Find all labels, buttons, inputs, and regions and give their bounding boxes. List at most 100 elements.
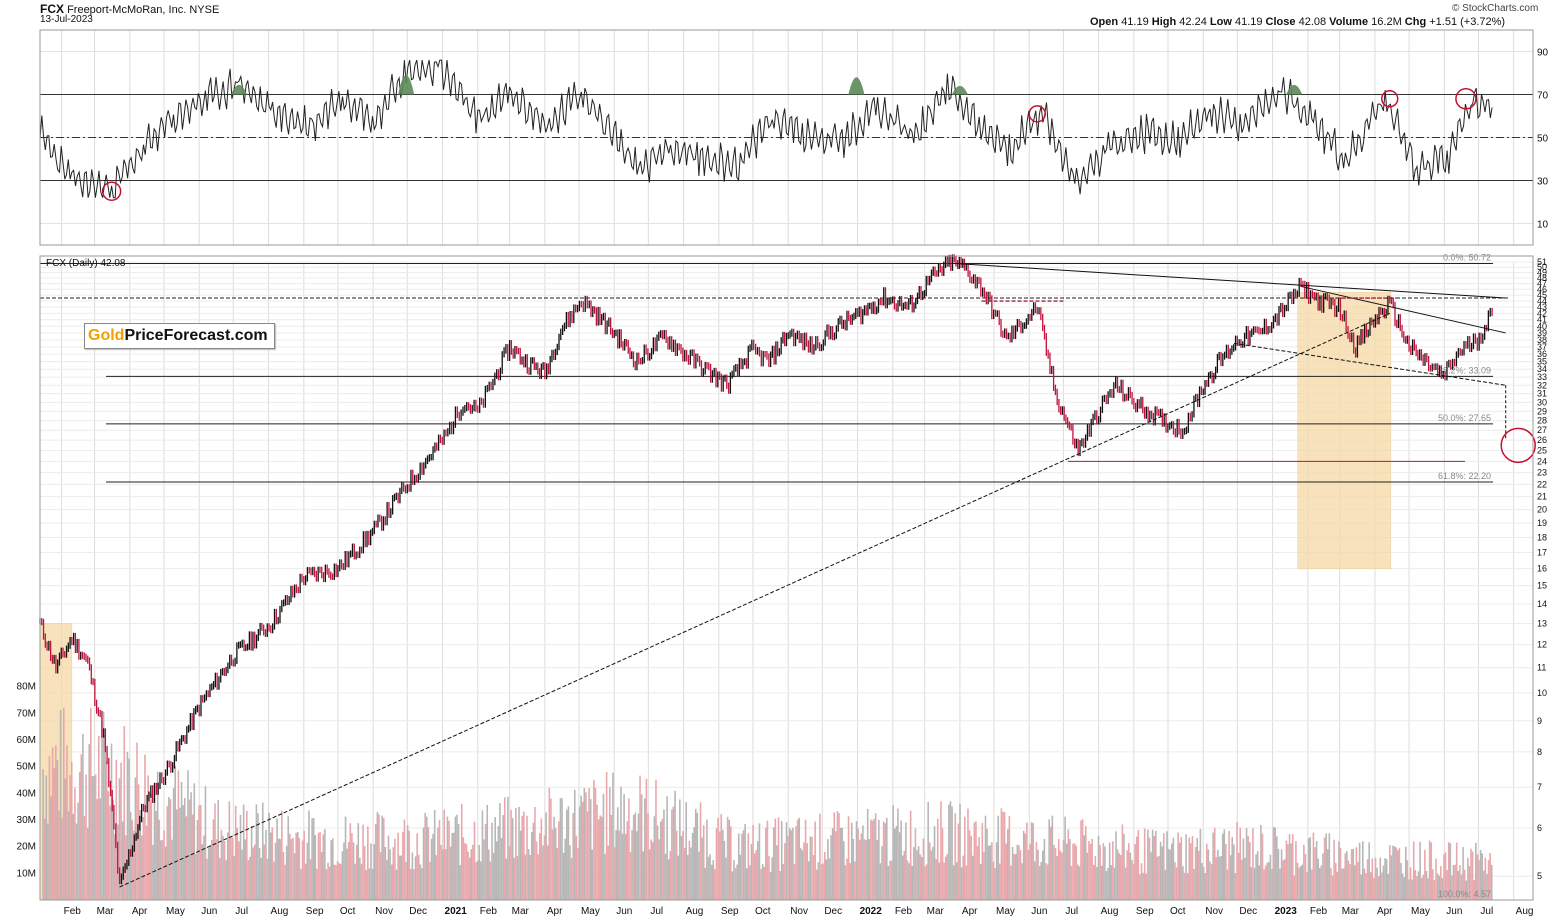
volume-bar <box>343 842 345 900</box>
volume-bar <box>470 849 473 900</box>
volume-bar <box>427 827 430 900</box>
volume-bar <box>1377 876 1380 900</box>
volume-bar <box>281 810 283 900</box>
volume-bar <box>1357 861 1359 900</box>
volume-bar <box>1061 852 1063 900</box>
volume-bar <box>67 811 70 900</box>
volume-bar <box>1255 854 1257 900</box>
volume-bar <box>390 864 393 900</box>
indicator-circle <box>1380 90 1399 108</box>
volume-bar <box>53 768 56 900</box>
volume-bar <box>1180 836 1183 900</box>
volume-bar <box>61 818 63 900</box>
volume-y-tick-label: 50M <box>17 762 36 773</box>
volume-bar <box>997 815 1000 900</box>
volume-bar <box>104 735 106 900</box>
volume-bar <box>174 765 177 900</box>
volume-bar <box>62 707 65 900</box>
volume-bar <box>578 806 581 900</box>
volume-bar <box>1104 846 1106 900</box>
volume-bar <box>734 868 737 900</box>
volume-bar <box>1280 849 1283 900</box>
volume-bar <box>386 859 388 900</box>
volume-bar <box>779 870 781 900</box>
volume-bar <box>94 774 97 900</box>
volume-bar <box>892 805 894 900</box>
volume-bar <box>476 860 479 900</box>
volume-bar <box>650 839 652 900</box>
volume-bar <box>744 824 746 900</box>
price-y-tick-label: 36 <box>1537 349 1547 359</box>
volume-bar <box>575 835 578 900</box>
x-tick-label: Jun <box>616 906 632 917</box>
volume-bar <box>1153 835 1156 900</box>
ohlc-readout: Open 41.19 High 42.24 Low 41.19 Close 42… <box>1090 16 1506 28</box>
x-tick-label: Sep <box>1136 906 1154 917</box>
volume-bar <box>1161 846 1163 900</box>
volume-bar <box>72 813 75 900</box>
volume-bar <box>1481 853 1483 900</box>
volume-bar <box>882 821 885 900</box>
volume-bar <box>112 799 114 900</box>
volume-bar <box>327 862 329 900</box>
volume-bar <box>456 814 458 900</box>
volume-bar <box>647 813 649 900</box>
volume-bar <box>503 797 506 900</box>
volume-bar <box>1387 873 1390 900</box>
volume-bar <box>86 827 89 900</box>
volume-bar <box>441 849 444 900</box>
panel-frames <box>39 29 1534 901</box>
volume-bar <box>938 862 941 900</box>
overbought-fill <box>398 75 415 95</box>
volume-bar <box>395 869 398 900</box>
volume-bar <box>467 851 469 900</box>
volume-bar <box>1159 841 1162 900</box>
volume-bar <box>900 820 902 900</box>
volume-bar <box>936 818 939 900</box>
volume-bar <box>1204 873 1206 900</box>
volume-bar <box>492 852 495 900</box>
ind-y-tick-label: 50 <box>1537 134 1549 145</box>
x-tick-label: Sep <box>306 906 324 917</box>
logo-gold: Gold <box>88 327 125 344</box>
volume-bar <box>306 842 309 900</box>
volume-bar <box>120 762 122 900</box>
volume-bar <box>723 841 726 900</box>
volume-bar <box>465 844 468 900</box>
volume-bar <box>499 803 501 900</box>
volume-bar <box>1062 840 1065 900</box>
volume-bar <box>346 848 348 900</box>
ind-y-tick-label: 70 <box>1537 91 1549 102</box>
volume-bar <box>451 832 453 900</box>
fib-label: 100.0%: 4.57 <box>1438 889 1491 899</box>
volume-bar <box>1476 854 1479 900</box>
volume-bar <box>268 812 270 900</box>
volume-bar <box>1183 872 1186 900</box>
volume-bar <box>1096 866 1098 900</box>
volume-bar <box>1057 839 1060 900</box>
price-y-tick-label: 50 <box>1537 262 1547 272</box>
volume-bar <box>430 838 433 900</box>
volume-bar <box>155 810 157 900</box>
volume-bar <box>1233 844 1235 900</box>
volume-bar <box>168 797 170 900</box>
volume-bar <box>620 786 622 900</box>
volume-bar <box>596 804 598 900</box>
volume-bar <box>566 809 568 900</box>
volume-bar <box>80 754 83 900</box>
volume-bar <box>1139 874 1141 900</box>
volume-bar <box>976 846 979 900</box>
volume-bar <box>687 855 689 900</box>
volume-bar <box>613 847 616 900</box>
volume-bar <box>667 859 670 900</box>
price-y-tick-label: 15 <box>1537 581 1547 591</box>
volume-bar <box>1026 822 1028 900</box>
volume-bar <box>177 770 180 900</box>
volume-bar <box>446 816 449 900</box>
volume-bar <box>704 867 707 900</box>
volume-bar <box>827 839 829 900</box>
volume-bar <box>753 853 756 900</box>
fib-label: 50.0%: 27.65 <box>1438 413 1491 423</box>
volume-bar <box>1258 865 1261 900</box>
